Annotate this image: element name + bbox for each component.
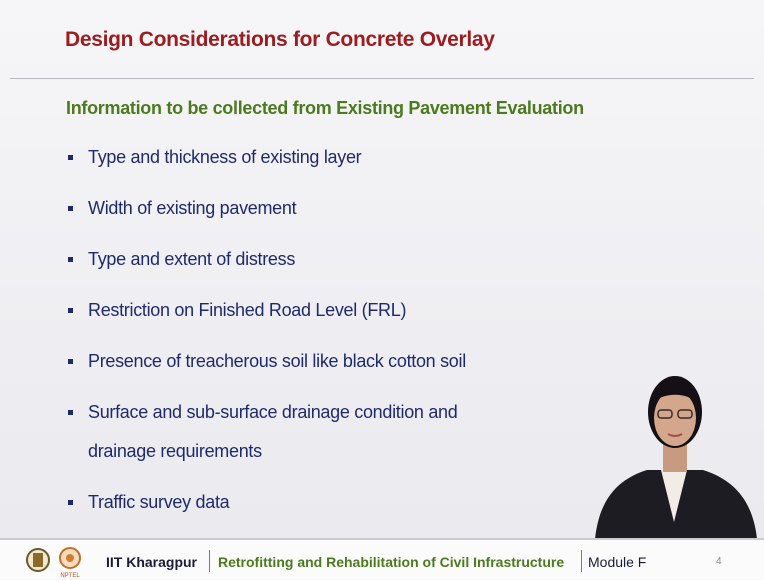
bullet-text: Presence of treacherous soil like black … bbox=[88, 349, 586, 374]
bullet-text: Restriction on Finished Road Level (FRL) bbox=[88, 298, 586, 323]
svg-text:NPTEL: NPTEL bbox=[60, 573, 80, 579]
bullet-item: Type and extent of distress bbox=[66, 247, 586, 272]
slide: Design Considerations for Concrete Overl… bbox=[0, 0, 764, 579]
slide-title: Design Considerations for Concrete Overl… bbox=[65, 28, 495, 52]
bullet-item: Restriction on Finished Road Level (FRL) bbox=[66, 298, 586, 323]
bullet-text: Traffic survey data bbox=[88, 490, 586, 515]
presenter bbox=[585, 352, 764, 539]
bullet-text: Width of existing pavement bbox=[88, 196, 586, 221]
bullet-item: Width of existing pavement bbox=[66, 196, 586, 221]
bullet-text: drainage requirements bbox=[88, 439, 586, 464]
bullet-item: Type and thickness of existing layer bbox=[66, 145, 586, 170]
course-name: Retrofitting and Rehabilitation of Civil… bbox=[218, 554, 564, 570]
separator bbox=[581, 550, 582, 572]
subtitle: Information to be collected from Existin… bbox=[66, 98, 584, 119]
bullet-text: Surface and sub-surface drainage conditi… bbox=[88, 400, 586, 425]
bullet-text: Type and extent of distress bbox=[88, 247, 586, 272]
title-rule bbox=[10, 78, 754, 79]
module: Module F bbox=[588, 554, 646, 570]
bullet-item: Presence of treacherous soil like black … bbox=[66, 349, 586, 374]
page-number: 4 bbox=[716, 556, 722, 567]
separator bbox=[209, 550, 210, 572]
bullet-list: Type and thickness of existing layer Widt… bbox=[66, 145, 586, 541]
footer: NPTEL IIT Kharagpur Retrofitting and Reh… bbox=[0, 538, 764, 579]
logos: NPTEL bbox=[24, 544, 94, 580]
bullet-text: Type and thickness of existing layer bbox=[88, 145, 586, 170]
institute: IIT Kharagpur bbox=[106, 554, 197, 570]
bullet-item: Traffic survey data bbox=[66, 490, 586, 515]
bullet-item: Surface and sub-surface drainage conditi… bbox=[66, 400, 586, 464]
